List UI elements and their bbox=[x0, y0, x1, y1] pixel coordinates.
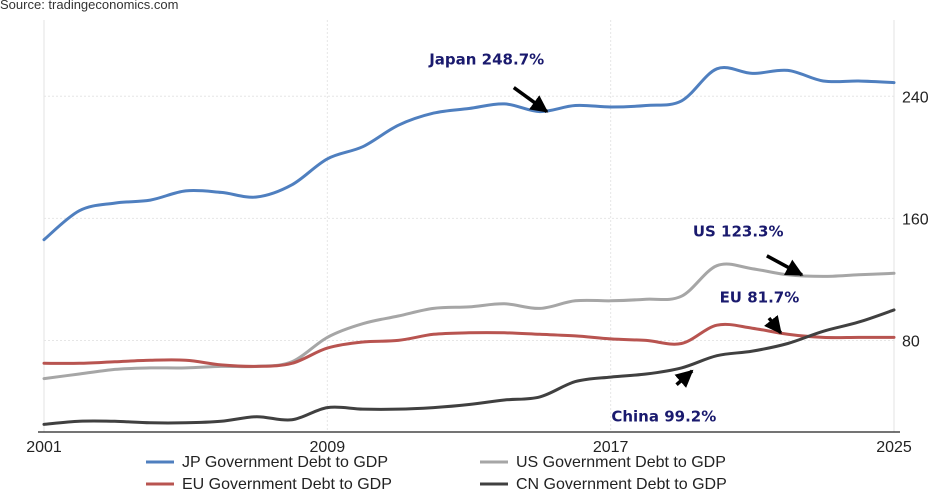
series-line-cn bbox=[42, 308, 896, 426]
series-lines bbox=[42, 66, 896, 426]
annotation-arrow bbox=[766, 254, 804, 277]
annotation-label: EU 81.7% bbox=[720, 288, 800, 306]
legend-label-eu: EU Government Debt to GDP bbox=[182, 476, 392, 493]
legend: JP Government Debt to GDP US Government D… bbox=[146, 454, 727, 493]
annotation-arrow bbox=[674, 369, 694, 388]
series-line-jp bbox=[42, 66, 896, 242]
legend-label-cn: CN Government Debt to GDP bbox=[516, 476, 727, 493]
annotation-label: US 123.3% bbox=[693, 223, 784, 241]
x-tick-label: 2025 bbox=[876, 439, 912, 456]
x-tick-label: 2009 bbox=[310, 439, 346, 456]
series-line-eu bbox=[42, 322, 896, 368]
x-tick-label: 2017 bbox=[593, 439, 629, 456]
series-line-us bbox=[42, 262, 896, 381]
axes: 80 160 240 2001 2009 2017 2025 bbox=[26, 89, 929, 456]
x-tick-label: 2001 bbox=[26, 439, 62, 456]
annotation-label: Japan 248.7% bbox=[428, 50, 544, 68]
y-tick-label: 160 bbox=[902, 211, 929, 228]
legend-label-jp: JP Government Debt to GDP bbox=[182, 454, 388, 471]
y-tick-label: 240 bbox=[902, 89, 929, 106]
annotation-label: China 99.2% bbox=[611, 407, 716, 425]
annotation-arrow bbox=[764, 315, 783, 335]
y-tick-label: 80 bbox=[902, 333, 920, 350]
source-note: Source: tradingeconomics.com bbox=[0, 0, 179, 12]
gridlines bbox=[43, 20, 895, 432]
legend-label-us: US Government Debt to GDP bbox=[516, 454, 726, 471]
annotation-arrow bbox=[512, 86, 549, 113]
annotations: Japan 248.7% US 123.3% EU 81.7% China 99.2% bbox=[428, 50, 804, 425]
